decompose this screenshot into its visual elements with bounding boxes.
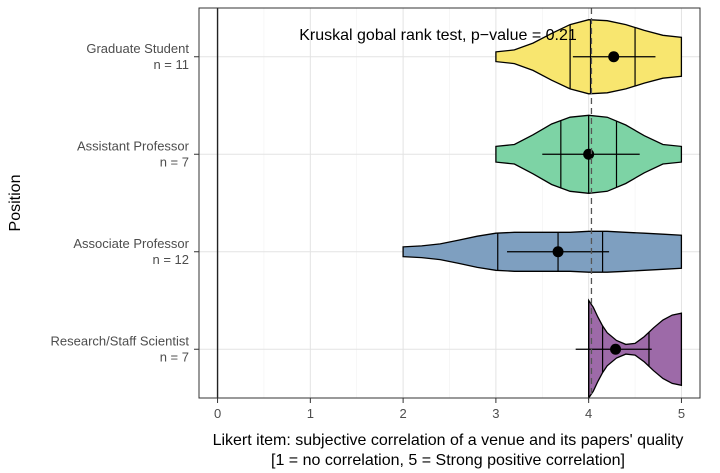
mean-point	[552, 246, 564, 258]
x-axis-title-line2: [1 = no correlation, 5 = Strong positive…	[271, 452, 625, 469]
y-tick-sublabel: n = 7	[160, 154, 189, 169]
stat-annotation: Kruskal gobal rank test, p−value = 0.21	[299, 27, 577, 44]
y-tick-sublabel: n = 11	[153, 57, 189, 72]
y-tick-label: Graduate Student	[86, 41, 189, 56]
y-tick-sublabel: n = 12	[152, 252, 189, 267]
x-axis-title-line1: Likert item: subjective correlation of a…	[213, 432, 684, 449]
y-tick-label: Associate Professor	[73, 236, 189, 251]
y-tick-sublabel: n = 7	[160, 349, 189, 364]
plot-border	[198, 7, 701, 399]
x-tick-label: 0	[214, 406, 221, 421]
x-tick-label: 3	[492, 406, 499, 421]
x-tick-label: 1	[307, 406, 314, 421]
y-tick-label: Assistant Professor	[77, 138, 190, 153]
x-tick-label: 2	[399, 406, 406, 421]
mean-point	[608, 51, 620, 63]
y-axis-title: Position	[7, 175, 24, 232]
violins	[402, 19, 683, 401]
x-tick-label: 4	[585, 406, 592, 421]
x-tick-label: 5	[678, 406, 685, 421]
mean-point	[610, 343, 622, 355]
y-tick-label: Research/Staff Scientist	[51, 333, 190, 348]
x-axis: 0 1 2 3 4 5	[214, 398, 685, 421]
mean-point	[583, 148, 595, 160]
